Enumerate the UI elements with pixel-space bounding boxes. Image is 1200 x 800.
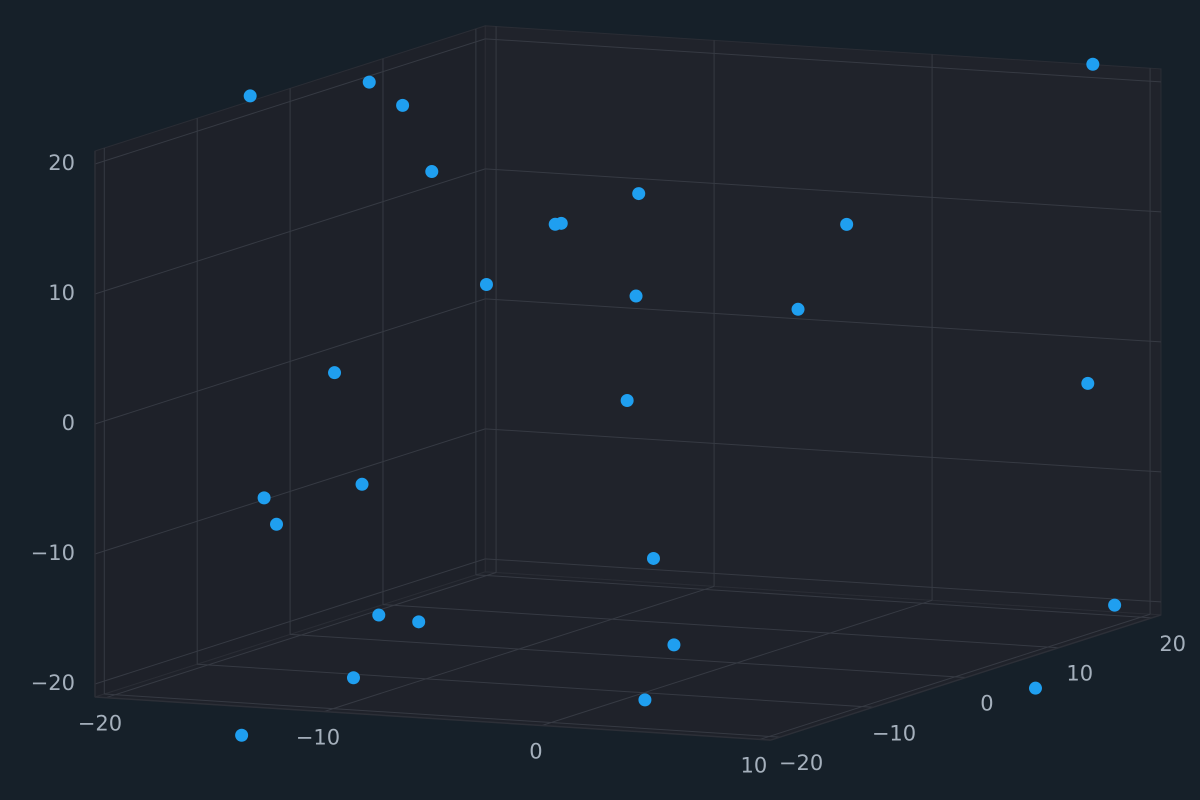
grid-line [104,693,781,738]
grid-line [485,168,1162,213]
point [1081,376,1095,390]
z-tick-label: −10 [31,541,75,565]
y-tick-label: −10 [872,721,916,745]
point [396,98,410,112]
z-tick-label: 0 [62,411,75,435]
point [270,517,284,531]
grid-line [485,38,1162,83]
y-tick-label: 0 [980,692,993,716]
point [638,693,652,707]
x-tick-label: 0 [529,739,542,763]
z-tick-label: 20 [48,151,75,175]
grid-line [485,558,1162,603]
z-tick-label: 10 [48,281,75,305]
grid-line [197,663,874,708]
grid-line [485,428,1162,473]
y-tick-label: 10 [1066,662,1093,686]
grid-line [290,633,966,679]
point [554,216,568,230]
point [372,608,386,622]
grid-line [94,168,486,295]
point [355,477,369,491]
z-tick-label: −20 [31,671,75,695]
point [425,165,439,179]
point [791,302,805,316]
point [479,278,493,292]
axis-line [94,696,771,741]
point [257,491,271,505]
point [629,289,643,303]
x-tick-label: 10 [741,753,768,777]
grid-line [94,298,486,425]
point [328,366,342,380]
point [243,89,257,103]
y-tick-label: −20 [779,751,823,775]
y-tick-label: 20 [1159,632,1186,656]
grid-line [94,38,486,165]
point [235,728,249,742]
axis-line [770,614,1162,741]
point [632,187,646,201]
point [412,615,426,629]
point [1108,598,1122,612]
point [362,75,376,89]
point [1028,681,1042,695]
x-tick-label: −10 [296,726,340,750]
grid-line [382,604,1059,649]
point [620,393,634,407]
point [840,217,854,231]
grid-line [94,428,486,555]
point [667,638,681,652]
grid-line [475,574,1152,619]
x-tick-label: −20 [78,712,122,736]
point [346,671,360,685]
point [1086,57,1100,71]
point [646,551,660,565]
grid-line [485,298,1162,343]
grid-line [94,558,486,685]
